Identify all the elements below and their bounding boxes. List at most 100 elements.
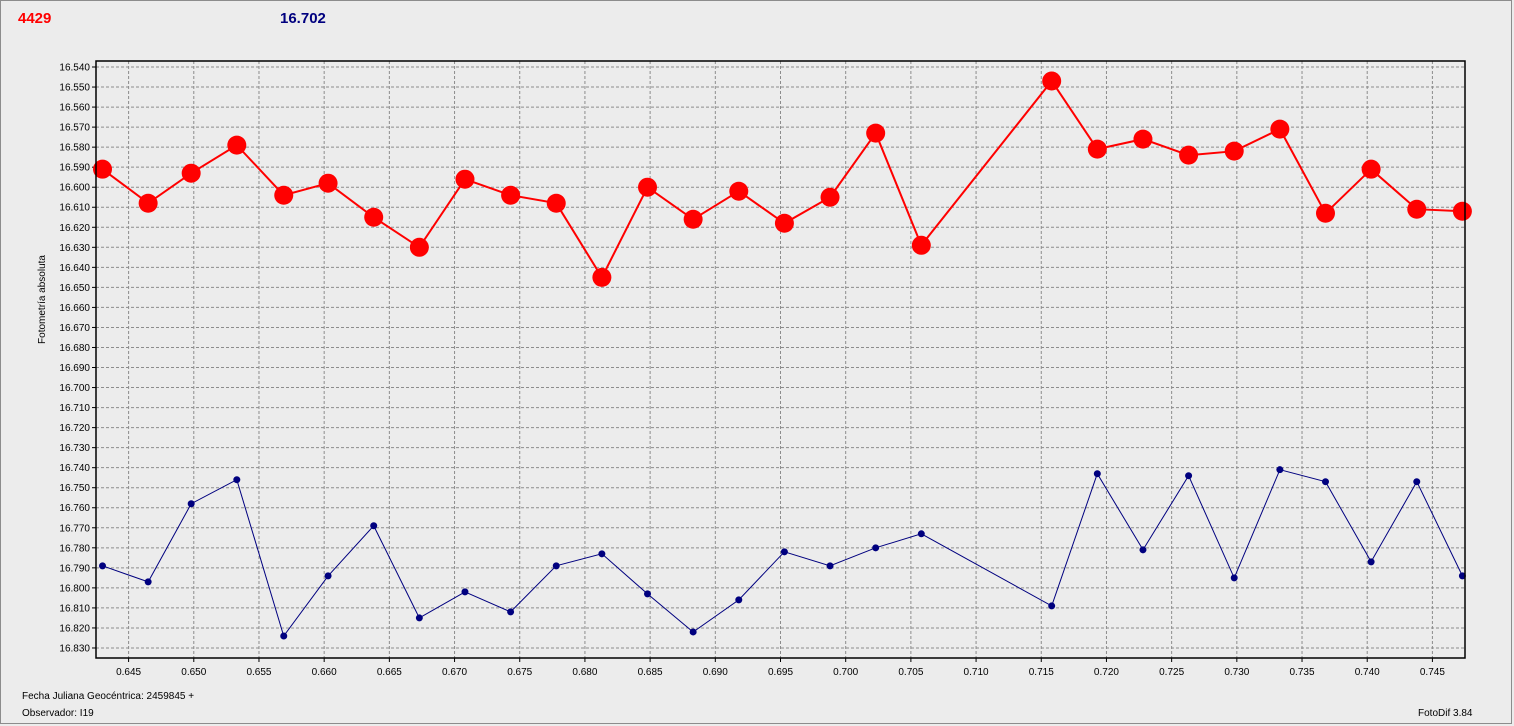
y-tick-label: 16.720 [59,423,90,434]
y-tick-label: 16.590 [59,163,90,174]
y-tick-label: 16.740 [59,463,90,474]
series-0-point [274,185,294,205]
series-0-point [1133,129,1153,149]
series-0-point [1270,119,1290,139]
series-1-point [598,550,606,558]
y-tick-label: 16.550 [59,83,90,94]
y-tick-label: 16.660 [59,303,90,314]
series-1-point [1321,478,1329,486]
y-tick-label: 16.600 [59,183,90,194]
x-tick-label: 0.710 [964,667,989,678]
x-tick-label: 0.650 [181,667,206,678]
x-tick-label: 0.700 [833,667,858,678]
series-0-point [1361,159,1381,179]
series-0-point [1087,139,1107,159]
x-tick-label: 0.670 [442,667,467,678]
y-tick-label: 16.700 [59,383,90,394]
series-1-point [826,562,834,570]
y-tick-label: 16.690 [59,363,90,374]
x-tick-label: 0.745 [1420,667,1445,678]
series-1-point [644,590,652,598]
series-0-point [546,193,566,213]
series-1-point [507,608,515,616]
series-0-point [93,159,113,179]
series-1-point [872,544,880,552]
y-tick-label: 16.580 [59,143,90,154]
y-tick-label: 16.640 [59,263,90,274]
x-tick-label: 0.655 [246,667,271,678]
y-tick-label: 16.680 [59,343,90,354]
series-1-point [187,500,195,508]
x-tick-label: 0.665 [377,667,402,678]
y-tick-label: 16.800 [59,583,90,594]
y-tick-label: 16.540 [59,63,90,74]
series-1-point [552,562,560,570]
x-tick-label: 0.740 [1355,667,1380,678]
y-tick-label: 16.830 [59,643,90,654]
series-0-point [409,237,429,257]
y-tick-label: 16.610 [59,203,90,214]
series-0-point [774,213,794,233]
series-1-point [144,578,152,586]
y-tick-label: 16.670 [59,323,90,334]
y-tick-label: 16.790 [59,563,90,574]
series-0-point [138,193,158,213]
x-tick-label: 0.735 [1290,667,1315,678]
x-tick-label: 0.645 [116,667,141,678]
series-1-point [1185,472,1193,480]
series-1-point [1139,546,1147,554]
series-0-point [1407,199,1427,219]
series-layer [93,71,1472,640]
header-left-value: 4429 [18,10,52,27]
series-1-point [370,522,378,530]
series-1-point [1093,470,1101,478]
series-1-point [735,596,743,604]
series-1-point [917,530,925,538]
series-1-point [415,614,423,622]
series-1-point [280,632,288,640]
series-1-point [324,572,332,580]
series-0-point [729,181,749,201]
series-1-point [1458,572,1466,580]
series-0-point [318,173,338,193]
series-0-point [181,163,201,183]
series-0-point [455,169,475,189]
series-1-point [1367,558,1375,566]
series-1-point [233,476,241,484]
x-tick-label: 0.695 [768,667,793,678]
series-0-point [1315,203,1335,223]
series-0-point [1452,201,1472,221]
x-tick-label: 0.705 [898,667,923,678]
observer-label: Observador: I19 [22,708,94,719]
x-tick-label: 0.675 [507,667,532,678]
y-tick-label: 16.630 [59,243,90,254]
series-0-point [1179,145,1199,165]
x-tick-label: 0.720 [1094,667,1119,678]
series-1-point [1413,478,1421,486]
series-0-point [911,235,931,255]
x-tick-label: 0.660 [312,667,337,678]
series-0-point [501,185,521,205]
series-0-point [364,207,384,227]
y-tick-label: 16.810 [59,603,90,614]
x-tick-label: 0.680 [572,667,597,678]
series-0-point [592,267,612,287]
grid-lines [96,61,1465,658]
y-tick-label: 16.570 [59,123,90,134]
y-tick-label: 16.560 [59,103,90,114]
plot-border [95,60,1466,659]
y-tick-label: 16.750 [59,483,90,494]
x-axis-ticks: 0.645 0.650 0.655 0.660 0.665 0.670 0.675 0.680… [116,658,1445,678]
series-1-point [1276,466,1284,474]
y-tick-label: 16.730 [59,443,90,454]
series-1-point [689,628,697,636]
series-1-point [1230,574,1238,582]
y-axis-label: Fotometría absoluta [37,255,48,344]
series-0-point [820,187,840,207]
series-1-point [461,588,469,596]
x-tick-label: 0.715 [1029,667,1054,678]
series-0-point [638,177,658,197]
date-label: Fecha Juliana Geocéntrica: 2459845 + [22,691,195,702]
y-tick-label: 16.780 [59,543,90,554]
